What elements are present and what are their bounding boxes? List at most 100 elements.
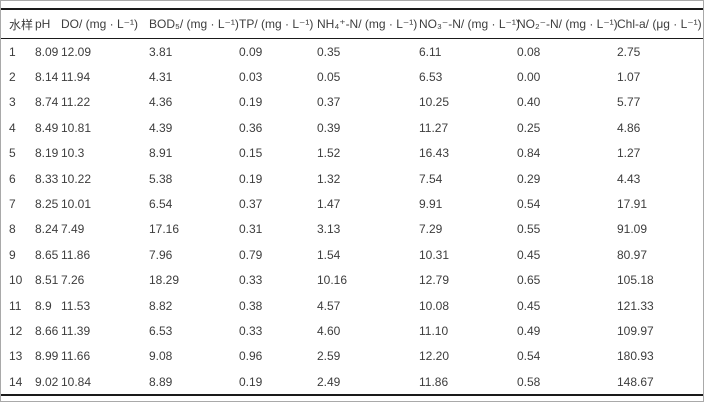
cell-bod5: 6.54	[149, 197, 173, 212]
cell-sample-id: 9	[9, 247, 16, 262]
cell-chla: 80.97	[617, 247, 648, 262]
cell-ph: 8.19	[35, 146, 59, 161]
cell-nh4n: 0.37	[317, 95, 341, 110]
cell-sample-id: 3	[9, 95, 16, 110]
column-header-nh4n: NH₄⁺-N/ (mg · L⁻¹)	[317, 9, 419, 39]
cell-ph: 8.14	[35, 70, 59, 85]
cell-chla: 17.91	[617, 197, 648, 212]
cell-bod5: 17.16	[149, 222, 180, 237]
column-header-do: DO/ (mg · L⁻¹)	[61, 9, 149, 39]
cell-nh4n: 0.05	[317, 70, 341, 85]
cell-sample-id: 12	[9, 323, 23, 338]
cell-tp: 0.37	[239, 197, 263, 212]
column-header-sample: 水样	[1, 9, 35, 39]
cell-nh4n: 1.52	[317, 146, 341, 161]
cell-bod5: 6.53	[149, 323, 173, 338]
cell-no2n: 0.84	[517, 146, 541, 161]
table-body: 1 8.09 12.09 3.81 0.09 0.35 6.11 0.08 2.…	[1, 39, 703, 396]
cell-ph: 8.9	[35, 298, 52, 313]
cell-nh4n: 4.60	[317, 323, 341, 338]
cell-sample-id: 14	[9, 374, 23, 389]
table-row: 5 8.19 10.3 8.91 0.15 1.52 16.43 0.84 1.…	[1, 141, 703, 166]
cell-no3n: 12.79	[419, 273, 450, 288]
cell-chla: 180.93	[617, 349, 654, 364]
cell-tp: 0.31	[239, 222, 263, 237]
cell-tp: 0.19	[239, 171, 263, 186]
cell-no2n: 0.58	[517, 374, 541, 389]
cell-sample-id: 6	[9, 171, 16, 186]
cell-chla: 105.18	[617, 273, 654, 288]
cell-bod5: 4.36	[149, 95, 173, 110]
cell-tp: 0.96	[239, 349, 263, 364]
cell-chla: 2.75	[617, 44, 641, 59]
column-header-ph: pH	[35, 9, 61, 39]
cell-do: 10.3	[61, 146, 85, 161]
table-row: 2 8.14 11.94 4.31 0.03 0.05 6.53 0.00 1.…	[1, 64, 703, 89]
column-header-no2n: NO₂⁻-N/ (mg · L⁻¹)	[517, 9, 618, 39]
cell-sample-id: 5	[9, 146, 16, 161]
cell-no2n: 0.08	[517, 44, 541, 59]
column-header-tp: TP/ (mg · L⁻¹)	[239, 9, 317, 39]
cell-sample-id: 7	[9, 197, 16, 212]
cell-no3n: 7.29	[419, 222, 443, 237]
cell-bod5: 7.96	[149, 247, 173, 262]
cell-chla: 148.67	[617, 374, 654, 389]
cell-ph: 8.99	[35, 349, 59, 364]
cell-do: 11.66	[61, 349, 91, 364]
cell-no2n: 0.40	[517, 95, 541, 110]
cell-bod5: 5.38	[149, 171, 173, 186]
cell-do: 11.94	[61, 70, 91, 85]
cell-tp: 0.33	[239, 273, 263, 288]
cell-sample-id: 1	[9, 44, 16, 59]
cell-do: 7.26	[61, 273, 85, 288]
cell-do: 10.84	[61, 374, 92, 389]
cell-tp: 0.03	[239, 70, 263, 85]
cell-nh4n: 2.59	[317, 349, 341, 364]
cell-ph: 8.25	[35, 197, 59, 212]
header-row: 水样 pH DO/ (mg · L⁻¹) BOD₅/ (mg · L⁻¹) TP…	[1, 9, 703, 39]
cell-no3n: 10.08	[419, 298, 450, 313]
cell-bod5: 8.89	[149, 374, 173, 389]
table-row: 9 8.65 11.86 7.96 0.79 1.54 10.31 0.45 8…	[1, 242, 703, 267]
cell-do: 10.01	[61, 197, 92, 212]
cell-tp: 0.09	[239, 44, 263, 59]
cell-chla: 1.07	[617, 70, 641, 85]
cell-no3n: 6.53	[419, 70, 443, 85]
cell-no2n: 0.54	[517, 197, 541, 212]
cell-tp: 0.15	[239, 146, 263, 161]
cell-ph: 8.66	[35, 323, 59, 338]
cell-tp: 0.19	[239, 95, 263, 110]
cell-tp: 0.36	[239, 120, 263, 135]
cell-ph: 8.24	[35, 222, 59, 237]
cell-do: 11.53	[61, 298, 91, 313]
cell-ph: 9.02	[35, 374, 59, 389]
cell-nh4n: 1.32	[317, 171, 341, 186]
cell-sample-id: 11	[9, 298, 22, 313]
cell-bod5: 4.39	[149, 120, 173, 135]
cell-do: 11.39	[61, 323, 91, 338]
cell-ph: 8.65	[35, 247, 59, 262]
column-header-chla: Chl-a/ (μg · L⁻¹)	[617, 9, 703, 39]
cell-do: 7.49	[61, 222, 85, 237]
cell-bod5: 18.29	[149, 273, 180, 288]
column-header-bod5: BOD₅/ (mg · L⁻¹)	[149, 9, 239, 39]
cell-no3n: 11.10	[419, 323, 449, 338]
cell-nh4n: 1.47	[317, 197, 341, 212]
cell-nh4n: 3.13	[317, 222, 341, 237]
cell-no2n: 0.54	[517, 349, 541, 364]
cell-no2n: 0.45	[517, 298, 541, 313]
cell-do: 11.22	[61, 95, 91, 110]
table-row: 12 8.66 11.39 6.53 0.33 4.60 11.10 0.49 …	[1, 318, 703, 343]
cell-no3n: 7.54	[419, 171, 443, 186]
cell-tp: 0.33	[239, 323, 263, 338]
cell-sample-id: 8	[9, 222, 16, 237]
table-row: 1 8.09 12.09 3.81 0.09 0.35 6.11 0.08 2.…	[1, 39, 703, 65]
cell-no2n: 0.65	[517, 273, 541, 288]
cell-chla: 1.27	[617, 146, 641, 161]
cell-ph: 8.09	[35, 44, 59, 59]
cell-no3n: 10.31	[419, 247, 450, 262]
cell-no3n: 11.86	[419, 374, 449, 389]
table-row: 13 8.99 11.66 9.08 0.96 2.59 12.20 0.54 …	[1, 344, 703, 369]
cell-chla: 4.86	[617, 120, 641, 135]
